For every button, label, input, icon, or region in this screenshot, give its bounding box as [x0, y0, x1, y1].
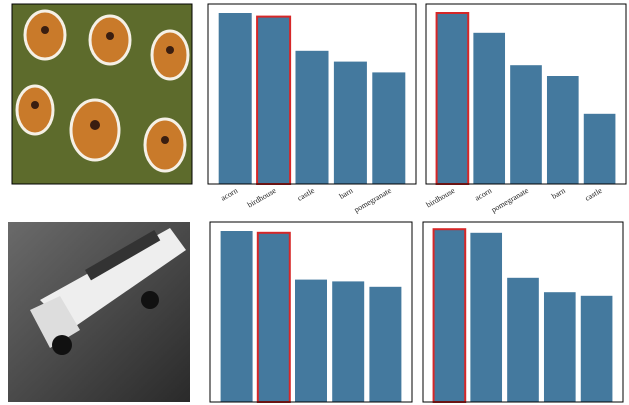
figure: acornbirdhousecastlebarnpomegranatebirdh…: [0, 0, 629, 405]
bar: [219, 13, 252, 184]
bar: [507, 278, 539, 402]
bar: [295, 280, 327, 402]
bar: [584, 114, 616, 184]
bar: [473, 33, 505, 184]
bar: [470, 233, 502, 402]
bar: [258, 233, 290, 402]
x-tick-label: birdhouse: [425, 186, 457, 210]
x-tick-label: barn: [338, 186, 355, 201]
ornament-photo: [12, 4, 192, 184]
x-tick-label: acorn: [219, 186, 239, 203]
x-tick-label: acorn: [473, 186, 493, 203]
bar: [334, 62, 367, 184]
x-tick-label: birdhouse: [246, 186, 278, 210]
bar: [434, 229, 466, 402]
page: acornbirdhousecastlebarnpomegranatebirdh…: [0, 0, 629, 405]
bus-photo: [8, 222, 190, 402]
x-tick-label: pomegranate: [353, 186, 394, 215]
bar: [295, 51, 328, 184]
bar: [221, 231, 253, 402]
x-tick-label: barn: [550, 186, 567, 201]
bar: [332, 281, 364, 402]
x-tick-label: castle: [583, 186, 604, 203]
bar: [372, 72, 405, 184]
bar: [369, 287, 401, 402]
bar: [437, 13, 469, 184]
bar: [544, 292, 576, 402]
bar: [510, 65, 542, 184]
x-tick-label: pomegranate: [490, 186, 531, 215]
bar: [581, 296, 613, 402]
bar: [257, 17, 290, 184]
x-tick-label: castle: [296, 186, 317, 203]
bar: [547, 76, 579, 184]
